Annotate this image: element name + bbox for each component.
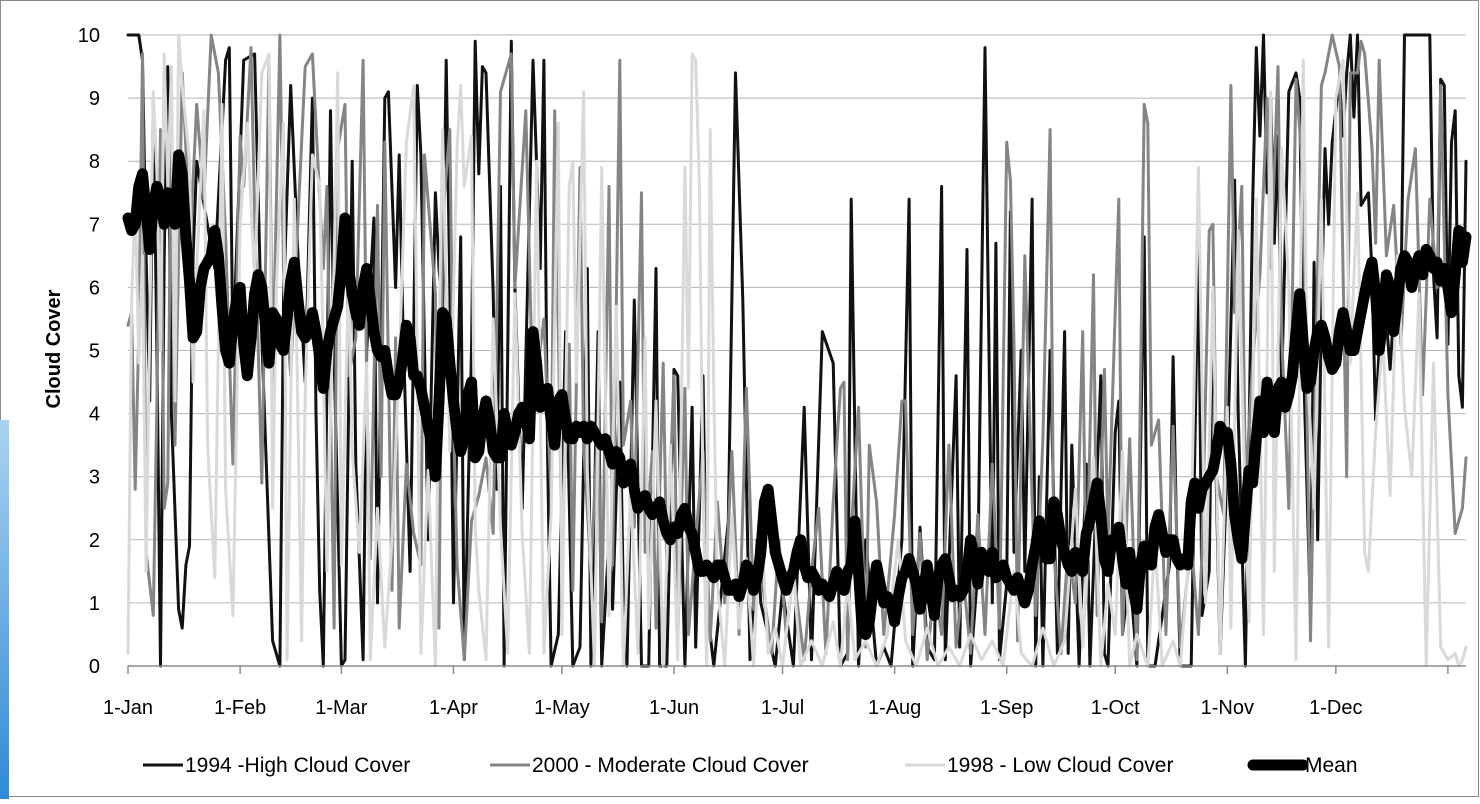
legend-label-0: 1994 -High Cloud Cover — [185, 754, 410, 777]
y-tick-label: 5 — [89, 341, 100, 363]
x-tick-label: 1-May — [534, 697, 590, 719]
legend-label-2: 1998 - Low Cloud Cover — [947, 754, 1173, 777]
series-line-2 — [126, 33, 1468, 668]
x-tick-label: 1-Jun — [649, 697, 699, 719]
y-tick-label: 8 — [89, 151, 100, 173]
y-axis-ticks: 0 1 2 3 4 5 6 7 8 9 10 — [78, 25, 100, 678]
y-tick-label: 1 — [89, 593, 100, 615]
y-tick-label: 10 — [78, 25, 100, 47]
x-tick-label: 1-Jan — [103, 697, 153, 719]
series-line-3 — [122, 149, 1472, 640]
x-tick-label: 1-Jul — [761, 697, 804, 719]
y-tick-label: 9 — [89, 88, 100, 110]
y-tick-label: 6 — [89, 277, 100, 299]
series-lines — [122, 33, 1472, 668]
y-tick-label: 4 — [89, 404, 100, 426]
x-tick-label: 1-Feb — [214, 697, 266, 719]
x-tick-label: 1-Apr — [429, 697, 478, 719]
y-tick-label: 7 — [89, 214, 100, 236]
window-accent-bar — [0, 420, 9, 799]
x-tick-label: 1-Oct — [1091, 697, 1140, 719]
legend-label-3: Mean — [1305, 754, 1358, 777]
x-axis: 1-Jan 1-Feb 1-Mar 1-Apr 1-May 1-Jun 1-Jul 1-Aug… — [103, 665, 1466, 719]
x-tick-label: 1-Aug — [868, 697, 921, 719]
x-tick-label: 1-Mar — [315, 697, 368, 719]
y-tick-label: 3 — [89, 467, 100, 489]
legend-label-1: 2000 - Moderate Cloud Cover — [532, 754, 809, 777]
x-tick-label: 1-Sep — [980, 697, 1033, 719]
x-tick-label: 1-Dec — [1309, 697, 1362, 719]
y-tick-label: 2 — [89, 530, 100, 552]
y-tick-label: 0 — [89, 656, 100, 678]
y-axis-label: Cloud Cover — [43, 289, 65, 408]
legend: 1994 -High Cloud Cover 2000 - Moderate Cl… — [143, 754, 1358, 777]
x-tick-label: 1-Nov — [1201, 697, 1254, 719]
